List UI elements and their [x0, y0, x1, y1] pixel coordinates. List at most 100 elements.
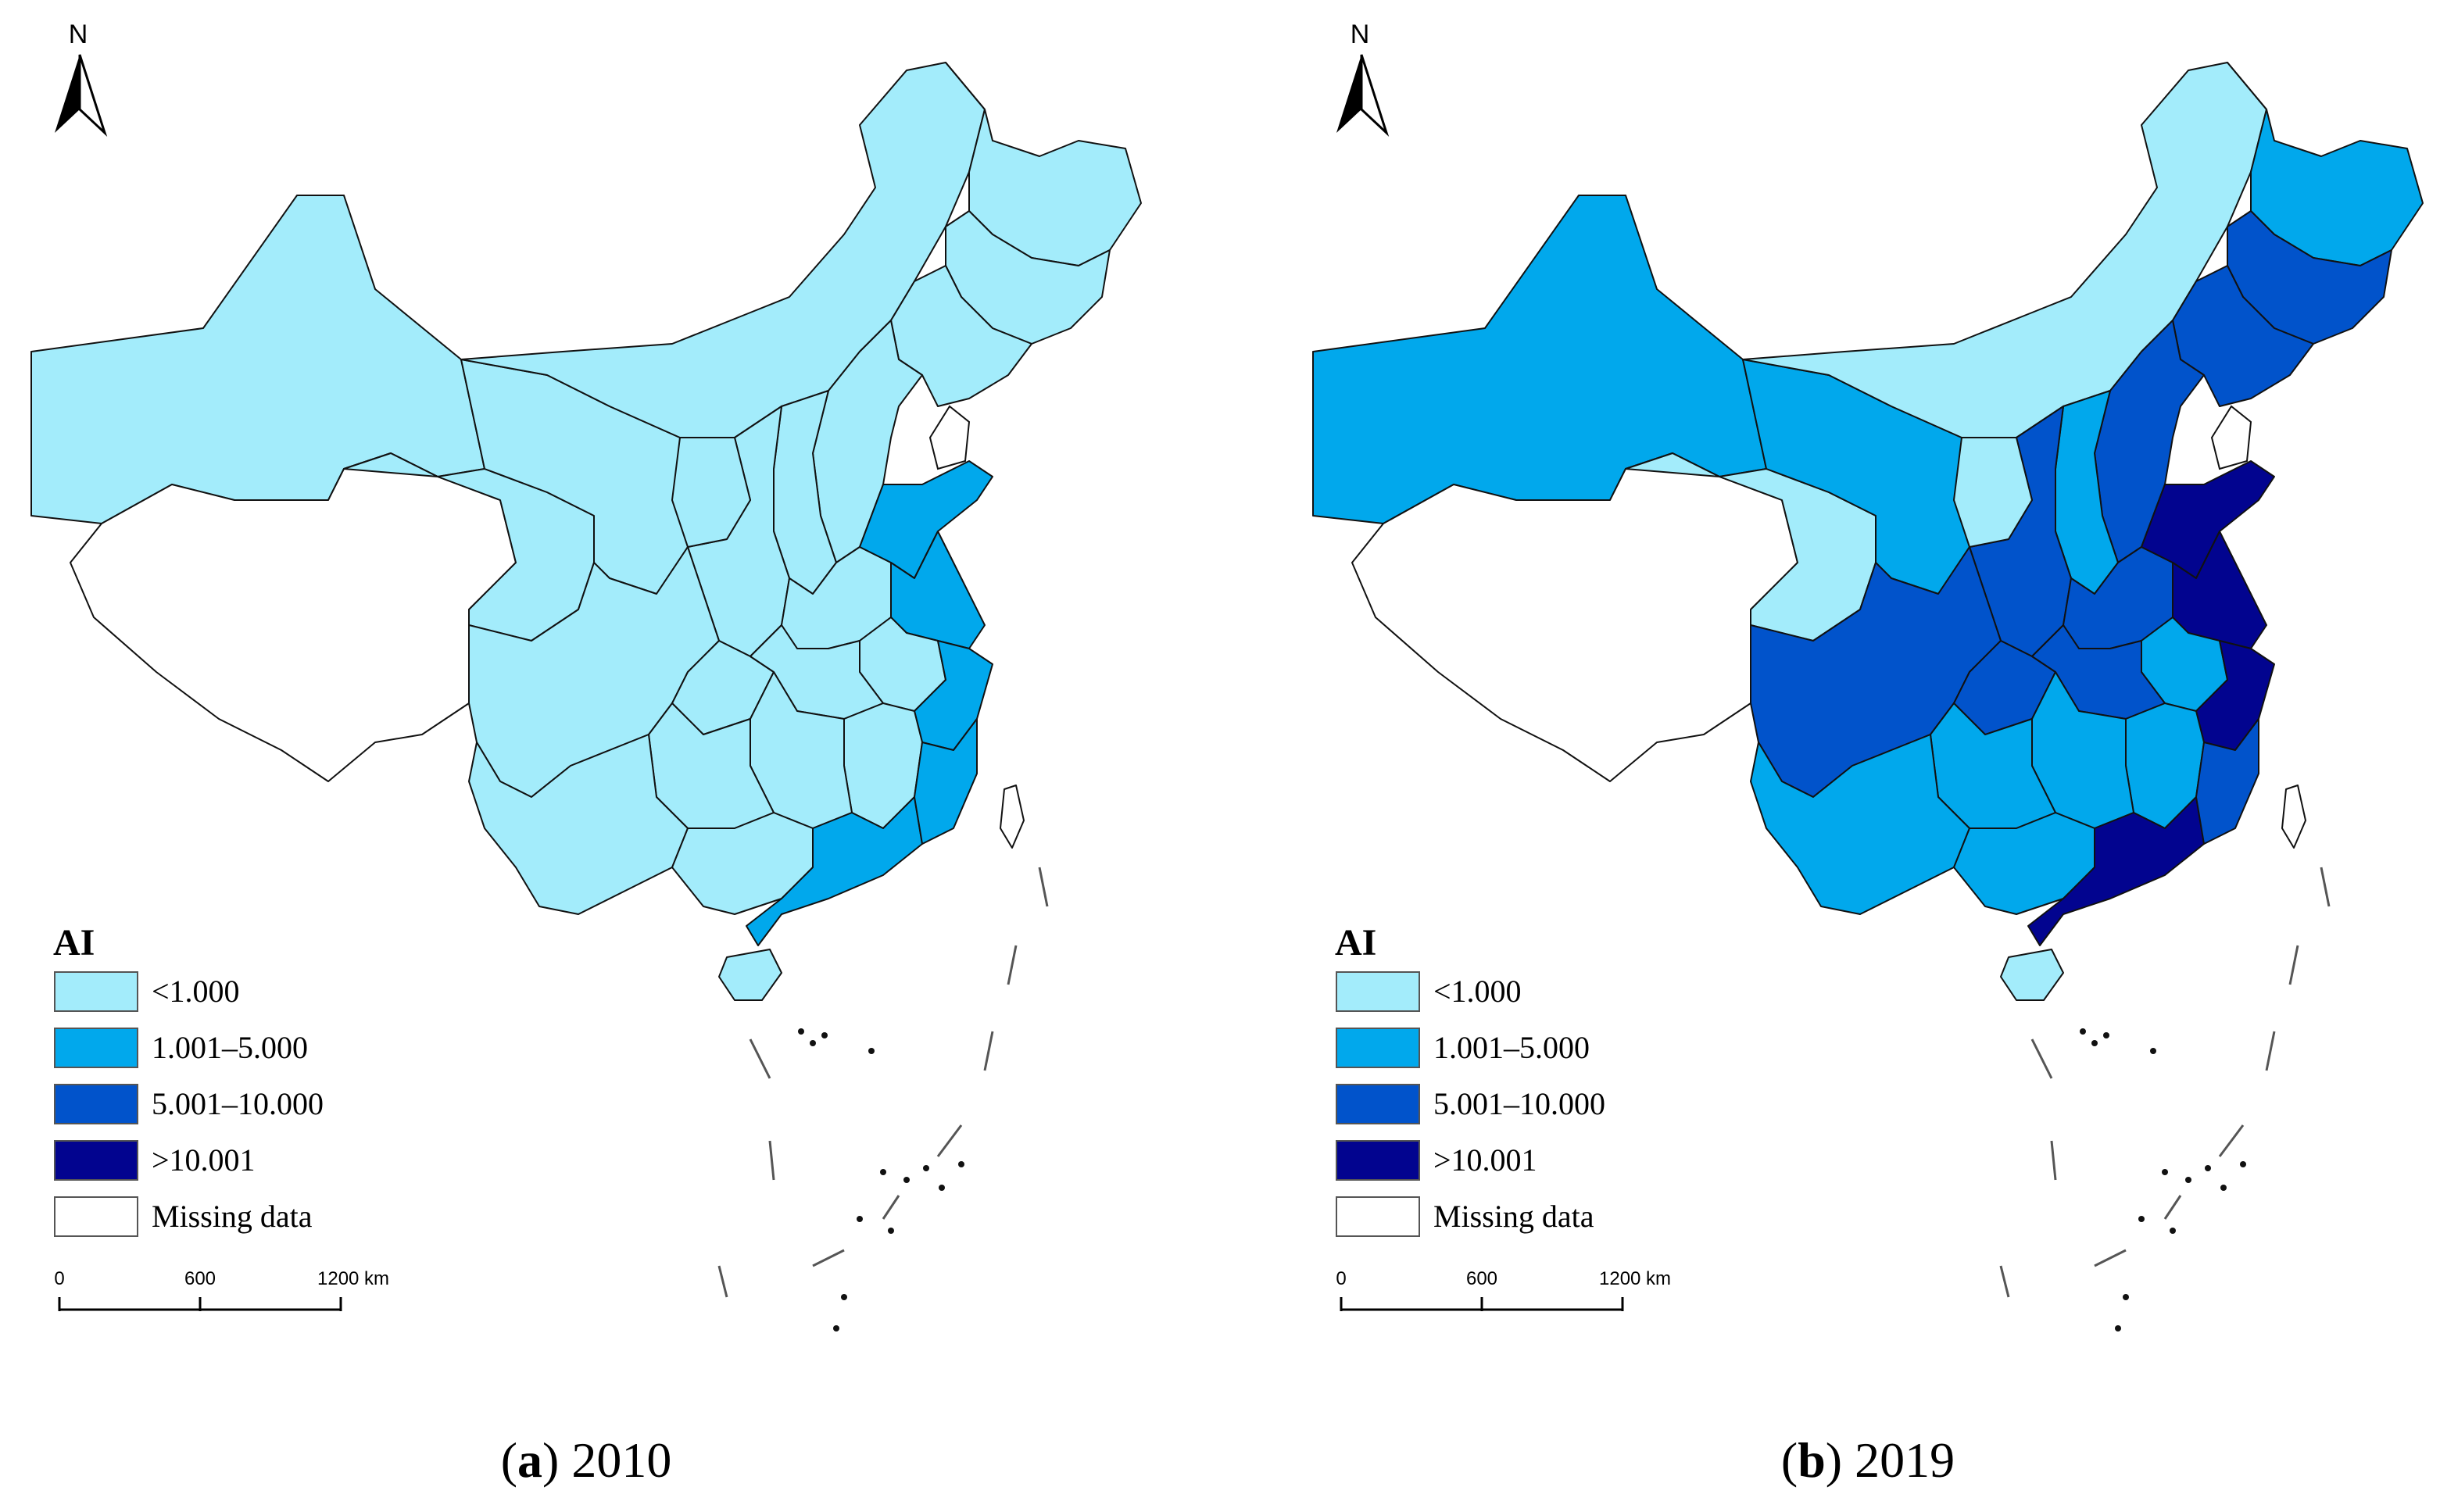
province-ningxia [1953, 437, 2033, 548]
province-liaoning [2172, 265, 2314, 407]
scale-bar: 0 600 1200 km [54, 1268, 389, 1311]
province-ningxia [671, 437, 751, 548]
north-arrow-right-icon [78, 54, 108, 138]
map-panel-2019: N AI <1.000 1.001–5.000 5.001–10.000 >10.001 M… [1312, 20, 2424, 1488]
nine-dash-segment [2288, 945, 2299, 985]
scale-bar-label: 0 [1336, 1268, 1346, 1289]
legend-label-3: 5.001–10.000 [1433, 1086, 1605, 1121]
legend-title: AI [53, 922, 95, 963]
island-dot [841, 1294, 847, 1300]
scale-bar-label: 1200 km [317, 1268, 389, 1289]
nine-dash-segment [2265, 1031, 2276, 1071]
caption-year: ) 2019 [1826, 1432, 1955, 1488]
nine-dash-segment [1038, 867, 1049, 907]
north-arrow-left-icon [1336, 55, 1361, 133]
legend-swatch-2 [1336, 1028, 1420, 1068]
legend-label-4: >10.001 [152, 1142, 256, 1178]
south-china-sea-lines [1999, 867, 2331, 1298]
bohai-sea [928, 405, 971, 470]
nine-dash-segment [2163, 1195, 2182, 1220]
legend-swatch-4 [1336, 1140, 1420, 1181]
province-liaoning [890, 265, 1032, 407]
north-arrow-label: N [69, 20, 88, 49]
map-panel-2010: N AI <1.000 1.001–5.000 5.001–10.000 >10.001 M… [30, 20, 1142, 1488]
nine-dash-segment [1007, 945, 1018, 985]
legend: AI <1.000 1.001–5.000 5.001–10.000 >10.001 Mi… [1335, 922, 1605, 1237]
legend: AI <1.000 1.001–5.000 5.001–10.000 >10.001 Mi… [53, 922, 324, 1237]
legend-label-missing: Missing data [152, 1199, 313, 1234]
nine-dash-segment [812, 1249, 845, 1267]
north-arrow-left-icon [55, 55, 80, 133]
legend-swatch-1 [54, 971, 138, 1012]
island-dot [2205, 1165, 2211, 1171]
legend-swatch-1 [1336, 971, 1420, 1012]
south-sea-islands [2080, 1028, 2246, 1331]
island-dot [2170, 1228, 2176, 1234]
nine-dash-segment [2030, 1038, 2053, 1079]
province-layer [30, 62, 1142, 1001]
island-dot [880, 1169, 886, 1175]
island-dot [810, 1040, 816, 1046]
province-taiwan [1000, 785, 1025, 849]
island-dot [923, 1165, 929, 1171]
nine-dash-segment [1999, 1265, 2010, 1298]
island-dot [2080, 1028, 2086, 1035]
province-hainan [718, 949, 782, 1001]
legend-swatch-3 [1336, 1084, 1420, 1124]
south-china-sea-lines [717, 867, 1049, 1298]
island-dot [798, 1028, 804, 1035]
legend-label-1: <1.000 [1433, 974, 1522, 1009]
island-dot [2115, 1325, 2121, 1331]
legend-label-4: >10.001 [1433, 1142, 1537, 1178]
scale-bar-label: 600 [1466, 1268, 1497, 1289]
scale-bar-label: 600 [184, 1268, 216, 1289]
island-dot [939, 1185, 945, 1191]
island-dot [888, 1228, 894, 1234]
bohai-sea [2210, 405, 2252, 470]
legend-label-2: 1.001–5.000 [152, 1030, 308, 1065]
island-dot [2123, 1294, 2129, 1300]
island-dot [2185, 1177, 2191, 1183]
legend-swatch-3 [54, 1084, 138, 1124]
scale-bar: 0 600 1200 km [1336, 1268, 1671, 1311]
legend-label-1: <1.000 [152, 974, 240, 1009]
province-layer [1312, 62, 2424, 1001]
legend-title: AI [1335, 922, 1376, 963]
nine-dash-segment [717, 1265, 728, 1298]
island-dot [2103, 1032, 2109, 1038]
north-arrow: N [1336, 20, 1390, 138]
scale-bar-label: 1200 km [1599, 1268, 1671, 1289]
south-sea-islands [798, 1028, 964, 1331]
legend-label-2: 1.001–5.000 [1433, 1030, 1590, 1065]
nine-dash-segment [882, 1195, 900, 1220]
panel-caption: (a) 2010 [501, 1432, 672, 1488]
caption-letter: a [517, 1432, 542, 1488]
island-dot [903, 1177, 910, 1183]
legend-label-3: 5.001–10.000 [152, 1086, 324, 1121]
caption-paren-open: ( [501, 1432, 517, 1488]
province-guangdong [2027, 796, 2205, 946]
legend-swatch-missing [54, 1196, 138, 1237]
nine-dash-segment [768, 1140, 775, 1181]
nine-dash-segment [2094, 1249, 2127, 1267]
province-fujian [2195, 718, 2259, 845]
nine-dash-segment [983, 1031, 994, 1071]
scale-bar-label: 0 [54, 1268, 64, 1289]
legend-swatch-2 [54, 1028, 138, 1068]
caption-letter: b [1798, 1432, 1826, 1488]
legend-swatch-4 [54, 1140, 138, 1181]
panel-caption: (b) 2019 [1781, 1432, 1955, 1488]
island-dot [833, 1325, 839, 1331]
island-dot [2220, 1185, 2227, 1191]
province-fujian [914, 718, 978, 845]
province-taiwan [2281, 785, 2306, 849]
island-dot [857, 1216, 863, 1222]
nine-dash-segment [2320, 867, 2331, 907]
island-dot [958, 1161, 964, 1167]
north-arrow: N [55, 20, 108, 138]
island-dot [868, 1048, 875, 1054]
province-guangdong [746, 796, 923, 946]
island-dot [821, 1032, 828, 1038]
nine-dash-segment [749, 1038, 771, 1079]
